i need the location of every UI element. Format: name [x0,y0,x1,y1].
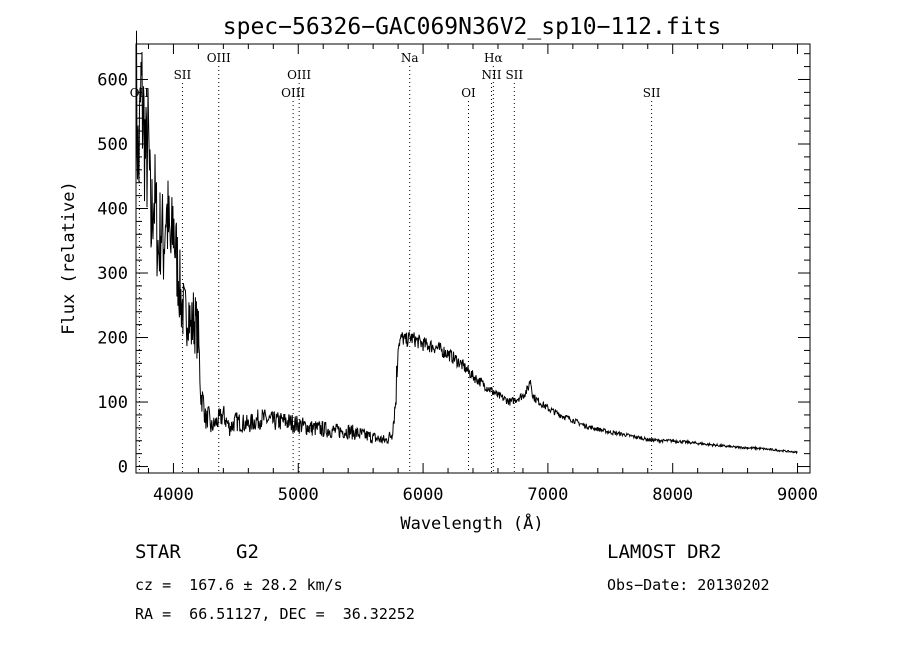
x-tick-label: 8000 [652,485,693,505]
y-tick-label: 500 [97,135,128,155]
line-label: Hα [484,51,503,65]
line-label: NII [481,68,501,82]
y-axis-label: Flux (relative) [59,181,79,335]
line-label: Na [401,51,419,65]
x-tick-label: 6000 [403,485,444,505]
x-tick-label: 4000 [153,485,194,505]
line-label: OIII [287,68,311,82]
y-axis: 0 100 200 300 400 500 600 [97,53,810,478]
coordinates: RA = 66.51127, DEC = 36.32252 [135,605,415,623]
x-axis: 4000 5000 6000 7000 8000 9000 [147,44,818,505]
velocity-readout: cz = 167.6 ± 28.2 km/s [135,576,343,594]
x-tick-label: 9000 [777,485,818,505]
y-tick-label: 600 [97,70,128,90]
x-tick-label: 5000 [278,485,319,505]
survey-name: LAMOST DR2 [607,541,722,563]
plot-frame [135,43,811,474]
line-label: SII [174,68,192,82]
x-axis-label: Wavelength (Å) [400,512,543,534]
spectrum-line [135,30,798,455]
line-label: OIII [207,51,231,65]
line-label: OI [461,86,476,100]
y-tick-label: 100 [97,393,128,413]
line-label: OIII [281,86,305,100]
line-label: SII [505,68,523,82]
x-tick-label: 7000 [527,485,568,505]
y-tick-label: 400 [97,200,128,220]
obs-date: Obs−Date: 20130202 [607,576,770,594]
chart-title: spec−56326−GAC069N36V2_sp10−112.fits [223,14,722,40]
object-subclass: G2 [236,541,259,563]
y-tick-label: 0 [118,458,128,478]
line-label: SII [643,86,661,100]
y-tick-label: 200 [97,329,128,349]
y-tick-label: 300 [97,264,128,284]
object-class: STAR [135,541,181,563]
